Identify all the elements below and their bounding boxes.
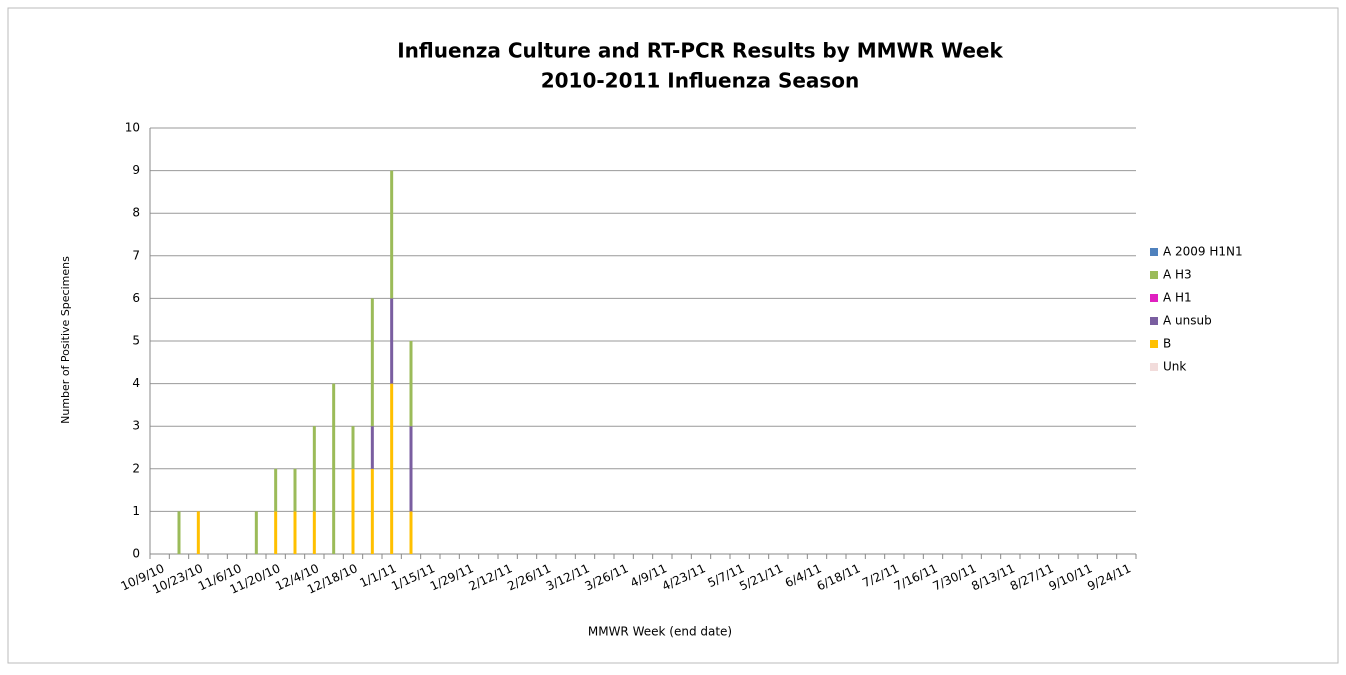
y-tick-label: 10 [125, 121, 140, 135]
bar-segment [390, 383, 394, 554]
legend-label: A H1 [1163, 291, 1192, 305]
chart-subtitle: 2010-2011 Influenza Season [541, 69, 860, 93]
legend-label: A unsub [1163, 314, 1212, 328]
bar-segment [390, 170, 394, 299]
bar-segment [312, 426, 316, 512]
y-tick-label: 9 [132, 163, 140, 177]
x-axis-label: MMWR Week (end date) [588, 625, 732, 639]
bar-segment [390, 298, 394, 384]
y-axis-label: Number of Positive Specimens [59, 256, 72, 424]
bar-segment [409, 511, 413, 554]
bar-segment [274, 511, 278, 554]
bar-segment [332, 383, 336, 554]
legend-swatch [1150, 271, 1158, 279]
legend-swatch [1150, 363, 1158, 371]
bar-segment [409, 341, 413, 427]
legend-swatch [1150, 294, 1158, 302]
legend-label: A H3 [1163, 268, 1192, 282]
y-tick-label: 6 [132, 291, 140, 305]
y-tick-label: 7 [132, 248, 140, 262]
bar-segment [370, 468, 374, 554]
legend-label: B [1163, 337, 1171, 351]
y-tick-label: 5 [132, 334, 140, 348]
bar-segment [274, 468, 278, 512]
y-tick-label: 0 [132, 547, 140, 561]
legend-label: Unk [1163, 360, 1186, 374]
chart-frame [7, 7, 1339, 664]
y-tick-label: 2 [132, 461, 140, 475]
legend-label: A 2009 H1N1 [1163, 245, 1243, 259]
y-tick-label: 3 [132, 419, 140, 433]
bar-segment [177, 511, 181, 554]
bar-segment [409, 426, 413, 512]
legend-swatch [1150, 340, 1158, 348]
bar-segment [293, 511, 297, 554]
y-tick-label: 4 [132, 376, 140, 390]
bar-segment [370, 298, 374, 427]
legend-swatch [1150, 317, 1158, 325]
bar-segment [293, 468, 297, 512]
legend-swatch [1150, 248, 1158, 256]
y-tick-label: 8 [132, 206, 140, 220]
bar-segment [254, 511, 258, 554]
bar-segment [351, 426, 355, 469]
bar-segment [196, 511, 200, 554]
y-tick-label: 1 [132, 504, 140, 518]
bar-segment [312, 511, 316, 554]
bar-segment [351, 468, 355, 554]
chart-title: Influenza Culture and RT-PCR Results by … [397, 39, 1003, 63]
bar-segment [370, 426, 374, 469]
